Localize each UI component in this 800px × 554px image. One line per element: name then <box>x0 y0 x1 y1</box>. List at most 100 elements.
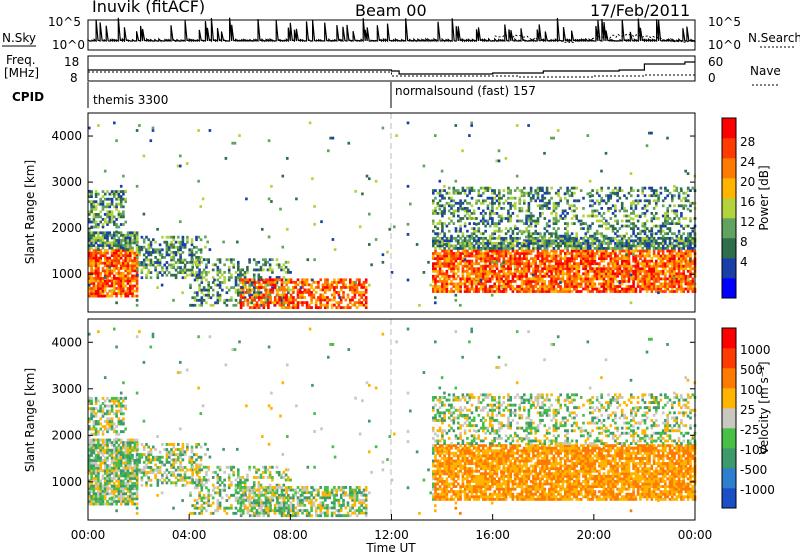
power-cell <box>124 241 127 245</box>
power-cell <box>614 249 617 253</box>
power-cell <box>513 272 517 276</box>
power-cell <box>570 285 574 288</box>
power-cell <box>570 239 574 243</box>
power-cell <box>664 186 667 190</box>
power-cell <box>584 277 588 281</box>
power-cell <box>539 186 542 190</box>
power-cell <box>513 280 517 283</box>
power-cell <box>584 244 588 248</box>
power-cell <box>664 254 667 258</box>
power-cell <box>196 291 199 295</box>
power-cell <box>652 249 656 253</box>
power-cell <box>671 257 674 260</box>
power-cell <box>655 274 658 278</box>
power-cell <box>536 222 540 225</box>
power-cell <box>319 303 322 307</box>
power-cell <box>648 194 651 198</box>
power-cell <box>541 249 544 253</box>
power-cell <box>472 239 476 243</box>
power-cell <box>691 280 695 283</box>
power-cell <box>616 234 619 238</box>
power-cell <box>122 279 125 283</box>
power-cell <box>466 249 469 253</box>
power-cell <box>106 277 109 280</box>
power-cell <box>641 229 644 233</box>
power-cell <box>454 229 458 233</box>
power-cell <box>218 286 222 289</box>
power-cell <box>314 306 318 309</box>
power-cell <box>625 239 628 243</box>
power-cell <box>337 306 341 309</box>
power-cell <box>600 169 603 173</box>
power-cell <box>459 201 462 205</box>
power-cell <box>126 231 130 235</box>
power-cell <box>682 254 685 258</box>
power-cell <box>664 285 667 288</box>
power-cell <box>486 287 490 291</box>
power-cell <box>165 248 169 252</box>
power-cell <box>94 264 98 268</box>
power-cell <box>468 282 471 286</box>
power-cell <box>450 239 453 243</box>
power-cell <box>434 282 437 286</box>
power-cell <box>99 282 102 285</box>
power-cell <box>463 236 467 240</box>
power-cell <box>557 272 560 276</box>
power-cell <box>664 217 667 220</box>
power-cell <box>611 277 615 281</box>
power-cell <box>523 186 526 190</box>
power-cell <box>502 260 505 264</box>
power-cell <box>575 247 578 250</box>
power-cell <box>280 288 284 292</box>
power-cell <box>452 244 456 248</box>
power-cell <box>552 209 556 213</box>
power-cell <box>191 303 194 307</box>
power-cell <box>502 272 506 276</box>
power-cell <box>675 254 679 258</box>
power-cell <box>110 277 114 280</box>
power-cell <box>432 267 435 271</box>
power-cell <box>216 258 220 262</box>
power-cell <box>568 252 572 255</box>
power-cell <box>570 254 574 258</box>
power-cell <box>630 249 633 253</box>
power-cell <box>248 301 251 305</box>
power-cell <box>643 249 647 253</box>
power-cell <box>477 189 481 192</box>
power-cell <box>641 191 644 195</box>
power-cell <box>593 234 597 238</box>
power-cell <box>661 234 665 238</box>
power-cell <box>310 286 313 289</box>
power-cell <box>269 298 272 302</box>
power-cell <box>364 303 368 307</box>
power-cell <box>493 236 496 240</box>
power-cell <box>539 262 542 266</box>
power-cell <box>657 194 660 198</box>
power-cell <box>661 290 665 293</box>
power-cell <box>193 245 196 249</box>
power-cell <box>600 244 603 248</box>
power-cell <box>609 262 613 266</box>
power-cell <box>661 272 665 276</box>
power-cell <box>668 239 672 243</box>
power-cell <box>609 207 613 210</box>
power-cell <box>179 240 182 244</box>
power-cell <box>457 201 460 205</box>
power-cell <box>117 225 121 229</box>
power-cell <box>181 268 184 272</box>
power-cell <box>682 207 685 210</box>
power-cell <box>486 249 490 253</box>
power-cell <box>441 249 444 253</box>
power-cell <box>454 179 458 183</box>
velocity-cell <box>92 489 96 493</box>
power-cell <box>554 267 558 271</box>
power-cell <box>124 236 127 240</box>
power-cell <box>664 219 667 223</box>
power-cell <box>90 225 93 229</box>
power-cell <box>94 236 98 240</box>
power-cell <box>484 272 487 276</box>
power-cell <box>629 273 633 277</box>
power-cell <box>641 254 644 258</box>
power-cell <box>253 293 256 297</box>
power-cell <box>328 286 332 289</box>
